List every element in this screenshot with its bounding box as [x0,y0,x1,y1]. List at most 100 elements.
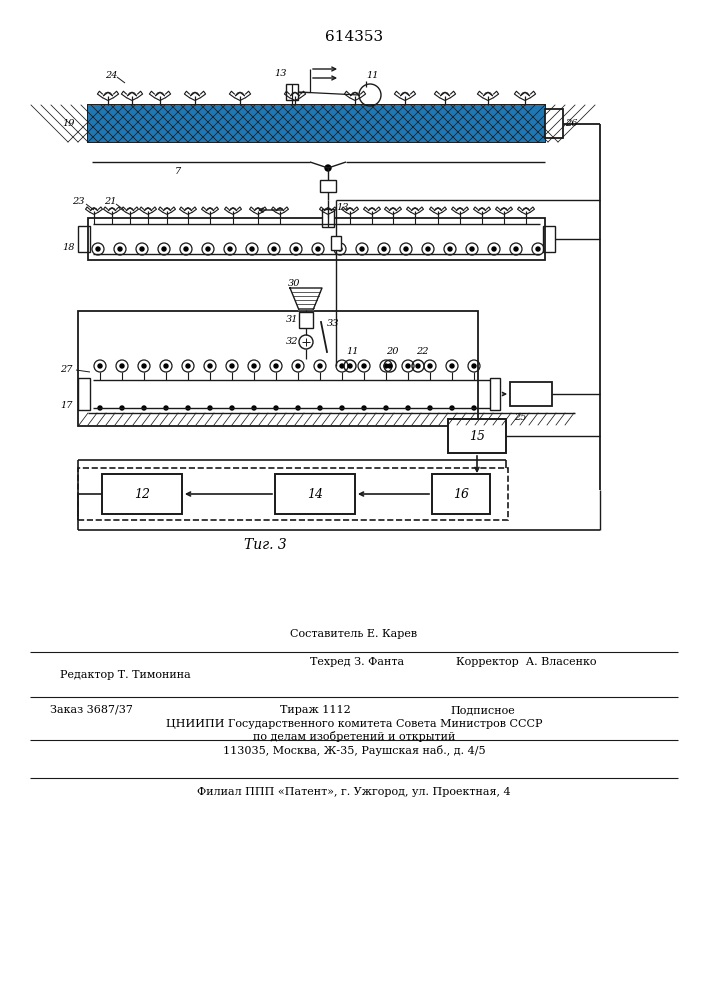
Circle shape [98,406,102,410]
Text: 18: 18 [62,242,74,251]
Circle shape [164,364,168,368]
Circle shape [162,247,166,251]
Bar [78,378,90,410]
Circle shape [316,247,320,251]
Bar [78,468,508,520]
Text: 23: 23 [72,198,85,207]
Bar [432,474,490,514]
Text: Подписное: Подписное [450,705,515,715]
Text: 27: 27 [60,365,73,374]
Circle shape [404,247,408,251]
Circle shape [186,364,190,368]
Text: 33: 33 [327,320,339,328]
Circle shape [208,406,212,410]
Circle shape [294,247,298,251]
Text: 16: 16 [453,488,469,500]
Circle shape [348,364,352,368]
Text: 26: 26 [565,119,578,128]
Bar [286,84,298,100]
Bar [102,474,182,514]
Circle shape [384,406,388,410]
Circle shape [140,247,144,251]
Text: 31: 31 [286,316,298,324]
Text: 614353: 614353 [325,30,383,44]
Circle shape [184,247,188,251]
Text: Заказ 3687/37: Заказ 3687/37 [50,705,133,715]
Circle shape [296,364,300,368]
Bar [78,226,90,252]
Circle shape [384,364,388,368]
Circle shape [416,364,420,368]
Circle shape [450,364,454,368]
Bar [543,226,555,252]
Circle shape [252,406,256,410]
Circle shape [340,364,344,368]
Circle shape [406,364,410,368]
Circle shape [250,247,254,251]
Bar [88,218,545,260]
Circle shape [98,364,102,368]
Circle shape [472,406,476,410]
Circle shape [536,247,540,251]
Circle shape [340,406,344,410]
Text: 113035, Москва, Ж-35, Раушская наб., д. 4/5: 113035, Москва, Ж-35, Раушская наб., д. … [223,744,485,756]
Circle shape [388,364,392,368]
Text: 19: 19 [62,119,74,128]
Text: 13: 13 [274,70,286,79]
Circle shape [450,406,454,410]
Text: по делам изобретений и открытий: по делам изобретений и открытий [253,732,455,742]
Bar [510,382,552,406]
Circle shape [362,406,366,410]
Bar [88,105,545,142]
Circle shape [252,364,256,368]
Bar [322,209,334,227]
Circle shape [426,247,430,251]
Text: 17: 17 [60,400,73,410]
Text: Тираж 1112: Тираж 1112 [280,705,351,715]
Text: 14: 14 [307,488,323,500]
Circle shape [362,364,366,368]
Circle shape [142,406,146,410]
Circle shape [318,406,322,410]
Text: 32: 32 [286,338,298,347]
Text: 30: 30 [288,279,300,288]
Circle shape [318,364,322,368]
Text: 21: 21 [104,198,117,207]
Bar [545,109,563,138]
Text: 15: 15 [469,430,485,442]
Text: Составитель Е. Карев: Составитель Е. Карев [291,629,418,639]
Circle shape [492,247,496,251]
Text: Редактор Т. Тимонина: Редактор Т. Тимонина [60,670,191,680]
Text: 12: 12 [134,488,150,500]
Circle shape [448,247,452,251]
Circle shape [514,247,518,251]
Circle shape [142,364,146,368]
Text: 11: 11 [366,70,378,80]
Text: 22: 22 [416,348,428,357]
Circle shape [230,406,234,410]
Circle shape [274,406,278,410]
Bar [448,419,506,453]
Bar [320,180,336,192]
Text: 24: 24 [105,70,117,80]
Circle shape [164,406,168,410]
Circle shape [96,247,100,251]
Bar [490,378,500,410]
Text: 20: 20 [386,348,399,357]
Text: 13: 13 [336,204,349,213]
Circle shape [206,247,210,251]
Circle shape [428,364,432,368]
Circle shape [472,364,476,368]
Circle shape [325,165,331,171]
Bar [331,236,341,250]
Circle shape [360,247,364,251]
Bar [88,105,545,142]
Text: 7: 7 [175,166,181,176]
Circle shape [428,406,432,410]
Text: Корректор  А. Власенко: Корректор А. Власенко [456,657,597,667]
Circle shape [120,364,124,368]
Circle shape [406,406,410,410]
Circle shape [120,406,124,410]
Circle shape [228,247,232,251]
Bar [78,311,478,426]
